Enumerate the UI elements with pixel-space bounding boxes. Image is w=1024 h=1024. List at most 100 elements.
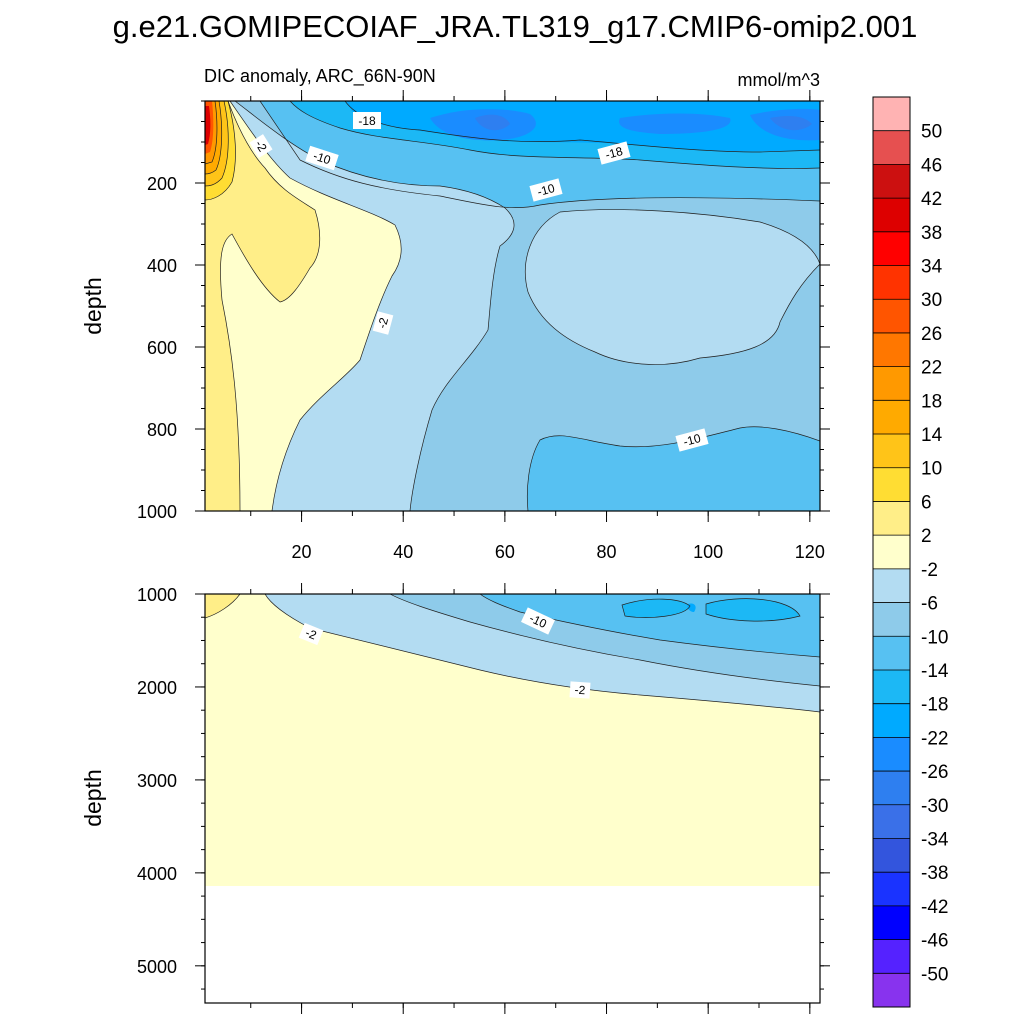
colorbar-label: 2 xyxy=(921,526,932,547)
y-tick-label: 400 xyxy=(147,256,177,276)
colorbar: 50 46 42 38 34 30 26 22 18 14 10 6 2 -2 -6 -10 -14 -18 -22… xyxy=(872,96,949,1008)
colorbar-swatch xyxy=(873,602,910,637)
colorbar-swatch xyxy=(873,164,910,199)
colorbar-label: -34 xyxy=(921,829,949,850)
upper-y-axis-label: depth xyxy=(80,277,106,335)
colorbar-swatch xyxy=(873,669,910,705)
colorbar-swatch xyxy=(873,97,910,132)
fill-upper-m30-a xyxy=(475,114,510,131)
colorbar-swatch xyxy=(873,299,910,334)
x-tick-label: 120 xyxy=(795,542,825,562)
chart-title: g.e21.GOMIPECOIAF_JRA.TL319_g17.CMIP6-om… xyxy=(113,9,918,44)
contour-lower-m6 xyxy=(389,594,820,687)
contour-lower-m14-b xyxy=(705,598,801,622)
colorbar-label: -10 xyxy=(921,627,948,648)
colorbar-label: -6 xyxy=(921,594,938,615)
colorbar-swatch xyxy=(873,703,910,738)
colorbar-label: -22 xyxy=(921,728,948,749)
colorbar-label: 14 xyxy=(921,425,943,446)
colorbar-swatch xyxy=(873,804,910,839)
colorbar-swatch xyxy=(873,434,910,469)
clabel-upper-3: -18 xyxy=(604,144,625,162)
colorbar-swatch xyxy=(873,939,910,974)
colorbar-label: 38 xyxy=(921,223,942,244)
colorbar-swatch xyxy=(873,568,910,604)
contour-upper-blob xyxy=(525,209,820,365)
colorbar-label: -38 xyxy=(921,863,948,884)
fill-upper-m30-b xyxy=(770,116,812,131)
x-tick-label: 20 xyxy=(292,542,312,562)
colorbar-label: -30 xyxy=(921,796,948,817)
lower-panel: 1000 2000 3000 4000 5000 depth -10 -2 -2 xyxy=(80,583,830,1014)
colorbar-swatch xyxy=(873,130,910,165)
colorbar-frame xyxy=(872,96,911,1008)
lower-contour-labels: -10 -2 -2 xyxy=(298,607,591,699)
colorbar-label: 10 xyxy=(921,459,942,480)
colorbar-label: -26 xyxy=(921,762,948,783)
fill-upper-blob xyxy=(525,209,820,365)
y-tick-label: 3000 xyxy=(137,771,177,791)
upper-ticks: 200 400 600 800 1000 20 40 60 80 100 120 xyxy=(137,90,830,562)
colorbar-swatch xyxy=(873,366,910,401)
clabel-lower-1: -2 xyxy=(303,626,318,643)
colorbar-swatch xyxy=(873,838,910,873)
contour-upper-p14 xyxy=(205,101,223,175)
y-tick-label: 4000 xyxy=(137,864,177,884)
colorbar-label: 30 xyxy=(921,290,942,311)
lower-ticks: 1000 2000 3000 4000 5000 xyxy=(137,583,830,1014)
contour-lower-m14-a xyxy=(621,598,691,618)
contour-upper-m10 xyxy=(259,101,820,209)
colorbar-swatch xyxy=(873,265,910,300)
y-tick-label: 1000 xyxy=(137,502,177,522)
y-tick-label: 5000 xyxy=(137,957,177,977)
contour-upper-p18 xyxy=(205,101,218,165)
x-tick-label: 60 xyxy=(495,542,515,562)
colorbar-label: -50 xyxy=(921,964,948,985)
contour-upper-m14-deep xyxy=(526,426,820,511)
x-tick-label: 80 xyxy=(597,542,617,562)
lower-filled-contours xyxy=(205,594,820,886)
colorbar-label: -18 xyxy=(921,695,948,716)
fill-lower-m18-a xyxy=(622,599,690,618)
fill-lower-p2 xyxy=(205,594,240,618)
colorbar-swatch xyxy=(873,535,910,570)
colorbar-swatch xyxy=(873,231,910,267)
clabel-lower-2: -2 xyxy=(574,683,586,698)
upper-filled-contours xyxy=(205,101,820,511)
colorbar-swatch xyxy=(873,467,910,502)
colorbar-label: 22 xyxy=(921,358,942,379)
contour-upper-m14 xyxy=(289,101,820,169)
x-tick-label: 100 xyxy=(693,542,723,562)
clabel-upper-6: -10 xyxy=(682,431,703,449)
y-tick-label: 200 xyxy=(147,174,177,194)
colorbar-label: -46 xyxy=(921,931,948,952)
y-tick-label: 2000 xyxy=(137,678,177,698)
clabel-upper-2: -10 xyxy=(312,149,333,168)
colorbar-swatch xyxy=(873,501,910,536)
contour-upper-p2 xyxy=(220,101,321,511)
y-tick-label: 1000 xyxy=(137,585,177,605)
colorbar-label: -14 xyxy=(921,661,949,682)
upper-contour-labels: -18 -2 -10 -18 -10 -2 -10 xyxy=(249,112,709,452)
colorbar-swatch xyxy=(873,905,910,941)
colorbar-label: 34 xyxy=(921,257,943,278)
colorbar-swatch xyxy=(873,400,910,435)
contour-lower-p2 xyxy=(205,594,241,619)
colorbar-label: 6 xyxy=(921,492,932,513)
colorbar-label: 42 xyxy=(921,189,942,210)
contour-upper-m2 xyxy=(229,101,402,511)
colorbar-label: 50 xyxy=(921,122,942,143)
upper-panel: 200 400 600 800 1000 20 40 60 80 100 120 depth -18… xyxy=(80,90,830,562)
clabel-lower-0: -10 xyxy=(527,611,549,631)
units-label: mmol/m^3 xyxy=(738,70,820,90)
clabel-upper-5: -2 xyxy=(375,316,391,330)
colorbar-swatch xyxy=(873,332,910,368)
fill-lower-m18-b xyxy=(706,598,800,622)
colorbar-swatch xyxy=(873,636,910,671)
colorbar-swatch xyxy=(873,872,910,907)
contour-upper-p6 xyxy=(205,101,236,201)
colorbar-label: -42 xyxy=(921,897,948,918)
clabel-upper-0: -18 xyxy=(358,114,376,128)
colorbar-label: 46 xyxy=(921,155,942,176)
